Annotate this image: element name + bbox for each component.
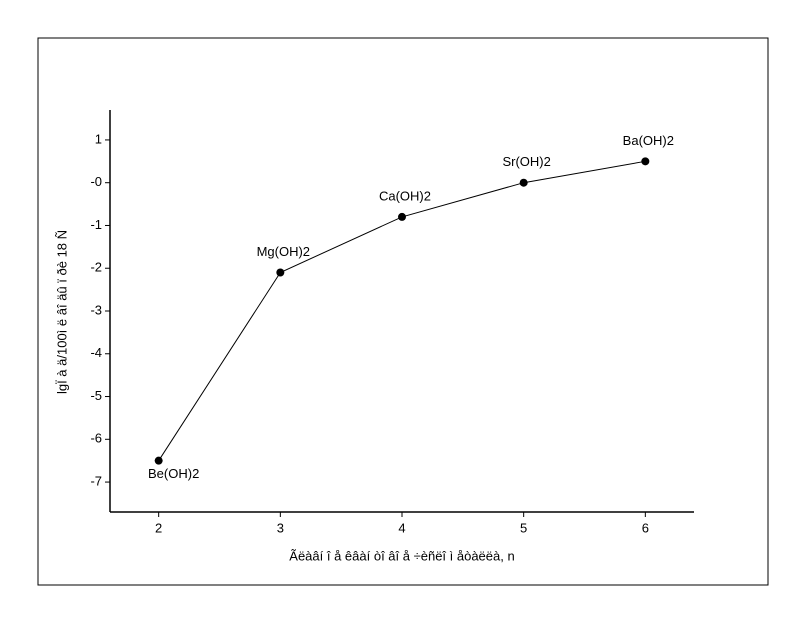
y-tick-label: -4 — [90, 345, 102, 360]
point-label: Be(OH)2 — [148, 466, 199, 481]
point — [154, 456, 163, 465]
point — [398, 212, 406, 221]
y-axis-label: lgÏ à ä/100ì ë âî äû ï ðè 18 Ñ — [54, 230, 69, 394]
frame — [37, 37, 769, 586]
y-tick-label: -2 — [90, 260, 102, 275]
point — [641, 157, 650, 166]
x-tick-label: 2 — [155, 520, 162, 535]
x-tick-label: 4 — [398, 520, 405, 535]
x-tick-label: 6 — [642, 520, 649, 535]
point-label: Mg(OH)2 — [257, 244, 310, 259]
line — [158, 160, 646, 461]
point — [519, 178, 528, 187]
point-label: Ba(OH)2 — [623, 133, 674, 148]
y-tick-label: 1 — [95, 131, 102, 146]
y-tick-label: -7 — [90, 474, 102, 489]
y-tick-label: -3 — [90, 302, 102, 317]
x-axis-label: Ãëàâí î å êâàí òî âî å ÷èñëî ì åòàëëà, n — [289, 548, 514, 563]
x-tick-label: 5 — [520, 520, 527, 535]
x-tick-label: 3 — [277, 520, 284, 535]
y-tick-label: -6 — [90, 431, 102, 446]
y-tick-label: -5 — [90, 388, 102, 403]
point-label: Ca(OH)2 — [379, 188, 431, 203]
point — [276, 268, 285, 277]
y-tick-label: -0 — [90, 174, 102, 189]
point-label: Sr(OH)2 — [502, 154, 550, 169]
y-tick-label: -1 — [90, 217, 102, 232]
